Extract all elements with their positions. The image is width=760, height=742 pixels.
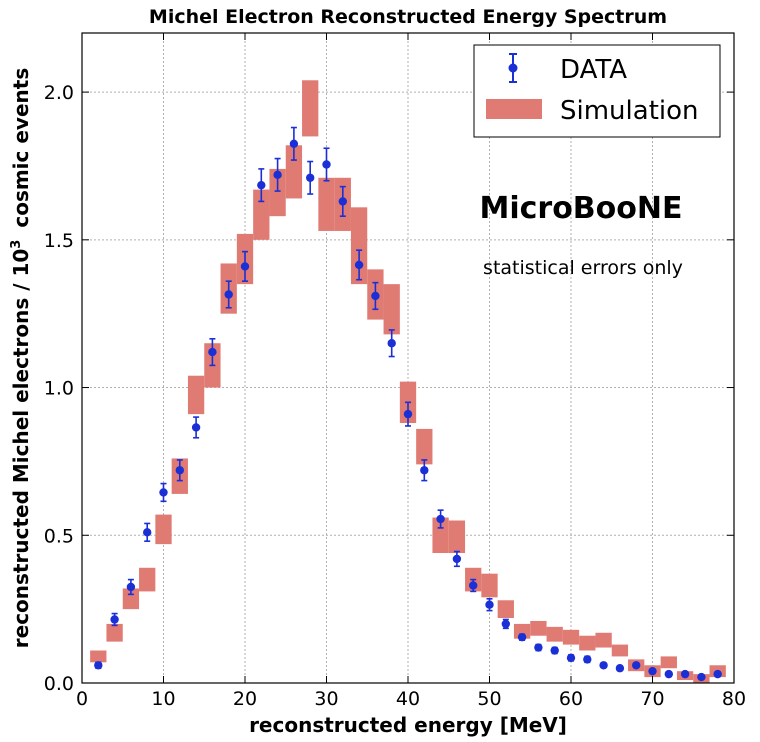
simulation-band [595, 632, 612, 648]
stat-errors-note: statistical errors only [483, 257, 683, 279]
simulation-band [122, 588, 140, 610]
data-point [632, 661, 641, 670]
simulation-band [579, 635, 596, 651]
simulation-band [562, 629, 580, 645]
data-point [94, 661, 103, 670]
data-point [240, 262, 250, 271]
simulation-band [253, 189, 270, 240]
simulation-band [546, 626, 563, 642]
simulation-band [481, 573, 498, 598]
simulation-band [611, 644, 629, 657]
x-axis-label: reconstructed energy [MeV] [249, 713, 567, 737]
x-tick-label: 50 [477, 688, 501, 710]
data-point [224, 290, 233, 299]
grid-lines [82, 33, 734, 683]
simulation-band [285, 145, 303, 199]
data-point [208, 347, 217, 357]
legend-simulation-swatch [486, 99, 542, 119]
x-tick-label: 40 [396, 688, 420, 710]
data-point [566, 653, 576, 663]
simulation-band [106, 623, 123, 642]
data-point [387, 339, 396, 348]
data-point [159, 488, 168, 497]
data-point [257, 180, 266, 190]
y-tick-label: 1.0 [44, 378, 74, 400]
simulation-band [269, 168, 286, 217]
legend-box [473, 44, 721, 138]
x-tick-label: 80 [722, 688, 746, 710]
data-point [599, 661, 608, 670]
data-point [322, 160, 331, 169]
simulation-band [432, 517, 449, 553]
experiment-label: MicroBooNE [479, 191, 682, 226]
data-point [469, 581, 478, 590]
data-point [306, 173, 315, 182]
data-point [664, 669, 673, 679]
simulation-band [416, 428, 433, 465]
data-point [648, 666, 657, 676]
x-tick-label: 70 [640, 688, 664, 710]
simulation-band [513, 623, 531, 639]
data-point [371, 291, 380, 301]
simulation-band [497, 600, 514, 618]
legend-simulation-label: Simulation [560, 96, 699, 126]
y-axis-label: reconstructed Michel electrons / 103 cosm… [9, 68, 33, 648]
simulation-band [139, 567, 156, 592]
data-point [143, 528, 152, 537]
simulation-band [383, 284, 400, 335]
data-point [403, 409, 413, 419]
data-point [354, 260, 364, 270]
data-point [338, 197, 347, 206]
plot-frame [81, 32, 735, 684]
simulation-band [318, 177, 335, 231]
data-series [94, 126, 722, 682]
simulation-band [187, 375, 205, 415]
data-point [289, 139, 299, 148]
x-tick-label: 0 [76, 688, 88, 710]
data-point [126, 582, 136, 592]
simulation-series [90, 80, 726, 683]
y-axis-label-suffix: cosmic events [9, 68, 33, 228]
data-point [680, 669, 690, 679]
data-point [110, 615, 119, 624]
y-tick-label: 2.0 [44, 82, 74, 104]
legend-data-label: DATA [560, 55, 627, 85]
data-point [517, 633, 527, 642]
data-point [273, 170, 282, 180]
legend: DATA Simulation [473, 44, 721, 138]
data-point [191, 423, 201, 432]
data-point [420, 466, 429, 475]
simulation-band [448, 520, 466, 553]
data-point [615, 664, 625, 673]
simulation-band [155, 514, 172, 545]
simulation-band [530, 620, 547, 636]
simulation-band [302, 80, 319, 137]
simulation-band [660, 656, 677, 669]
data-point [452, 554, 462, 564]
chart-title: Michel Electron Reconstructed Energy Spe… [149, 6, 667, 28]
legend-data-marker [508, 63, 518, 73]
y-tick-label: 0.5 [44, 525, 74, 547]
data-point [485, 600, 494, 609]
simulation-band [90, 650, 107, 663]
y-axis-label-prefix: reconstructed Michel electrons / 10 [9, 249, 33, 649]
x-tick-label: 30 [314, 688, 338, 710]
data-point [550, 646, 559, 655]
data-point [713, 669, 722, 679]
data-point [697, 672, 706, 682]
y-tick-label: 1.5 [44, 230, 74, 252]
x-tick-label: 20 [233, 688, 257, 710]
y-tick-label: 0.0 [44, 673, 74, 695]
y-axis-label-exponent: 3 [9, 240, 24, 249]
data-point [175, 466, 184, 475]
data-point [436, 514, 445, 524]
x-tick-label: 10 [151, 688, 175, 710]
data-point [583, 655, 592, 664]
data-point [534, 643, 543, 652]
data-point [501, 619, 510, 629]
x-tick-label: 60 [559, 688, 583, 710]
